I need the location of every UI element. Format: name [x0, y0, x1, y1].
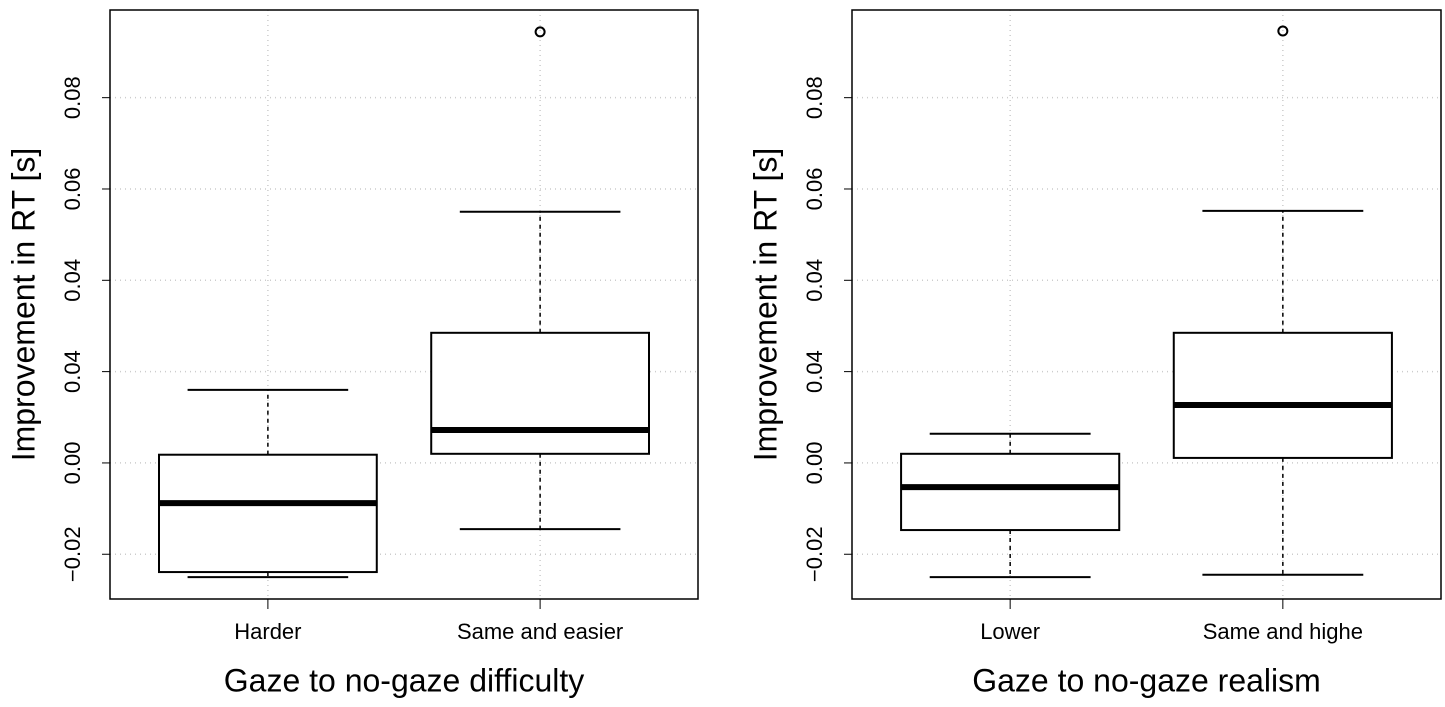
- box: [1172, 331, 1393, 459]
- y-tick-label: 0.06: [802, 168, 827, 211]
- plot-frame: [109, 9, 699, 600]
- y-tick-label: 0.08: [60, 76, 85, 119]
- box: [158, 453, 378, 574]
- y-tick-label: 0.00: [802, 442, 827, 485]
- y-tick-label: 0.00: [60, 442, 85, 485]
- y-tick-label: 0.04: [60, 259, 85, 302]
- y-tick-label: 0.06: [60, 168, 85, 211]
- plot-frame: [851, 9, 1442, 600]
- y-tick-label: −0.02: [60, 526, 85, 582]
- box: [900, 452, 1121, 532]
- y-tick-label: 0.04: [802, 259, 827, 302]
- x-axis-label: Gaze to no-gaze realism: [972, 662, 1321, 698]
- y-axis-label: Improvement in RT [s]: [5, 148, 41, 462]
- y-tick-label: 0.08: [802, 76, 827, 119]
- x-tick-label: Harder: [234, 619, 301, 644]
- y-axis-label: Improvement in RT [s]: [747, 148, 783, 462]
- x-tick-label: Lower: [980, 619, 1040, 644]
- box: [430, 331, 650, 455]
- outlier: [534, 26, 546, 38]
- y-tick-label: 0.04: [802, 350, 827, 393]
- y-tick-label: −0.02: [802, 526, 827, 582]
- outlier: [1277, 25, 1289, 37]
- x-tick-label: Same and easier: [457, 619, 623, 644]
- x-axis-label: Gaze to no-gaze difficulty: [224, 662, 585, 698]
- x-tick-label: Same and highe: [1203, 619, 1363, 644]
- y-tick-label: 0.04: [60, 350, 85, 393]
